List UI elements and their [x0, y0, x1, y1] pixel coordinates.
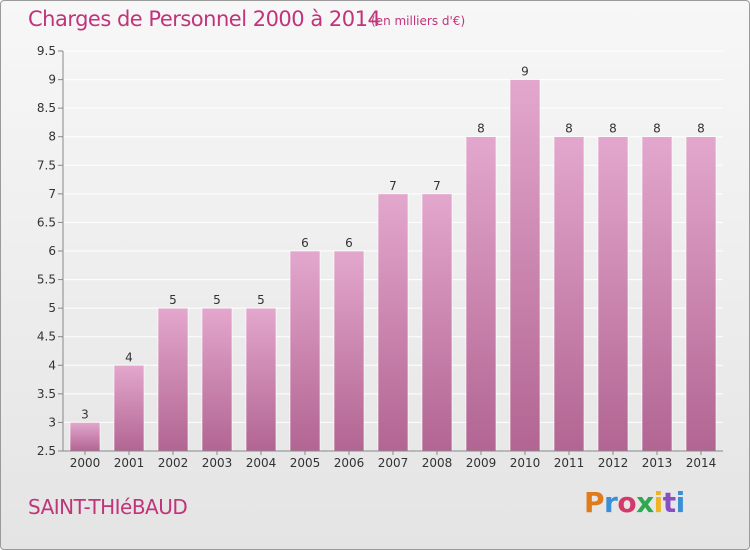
y-axis: 2.5 3 3.5 4 4.5 5 5.5 6 6.5 7 7.5 8 8.5 9 9.5	[37, 44, 64, 458]
data-label-2000: 3	[81, 407, 89, 421]
x-tick-label-2012: 2012	[598, 456, 629, 470]
data-label-2010: 9	[521, 65, 529, 79]
x-tick-label-2001: 2001	[114, 456, 145, 470]
bar-2002	[157, 307, 189, 452]
bar-2013	[641, 136, 673, 452]
y-tick-label: 9.5	[37, 44, 56, 58]
logo-letter: i	[675, 486, 686, 519]
proxiti-logo: Proxiti	[584, 486, 685, 519]
x-tick-label-2004: 2004	[246, 456, 277, 470]
data-label-2011: 8	[565, 122, 573, 136]
y-tick-label: 4	[48, 358, 56, 372]
data-label-2004: 5	[257, 293, 265, 307]
logo-letter: i	[653, 486, 664, 519]
data-label-2014: 8	[697, 122, 705, 136]
data-label-2006: 6	[345, 236, 353, 250]
bar-2000	[69, 422, 101, 452]
x-tick-label-2014: 2014	[686, 456, 717, 470]
y-tick-label: 3.5	[37, 387, 56, 401]
data-label-2001: 4	[125, 350, 133, 364]
y-tick-label: 3	[48, 415, 56, 429]
x-tick-label-2010: 2010	[510, 456, 541, 470]
y-tick-label: 8	[48, 130, 56, 144]
chart-title: Charges de Personnel 2000 à 2014	[28, 7, 381, 31]
logo-letter: r	[604, 486, 618, 519]
x-tick-label-2005: 2005	[290, 456, 321, 470]
commune-name: SAINT-THIéBAUD	[28, 495, 188, 519]
y-tick-label: 4.5	[37, 330, 56, 344]
bar-2006	[333, 250, 365, 452]
bar-2010	[509, 79, 541, 452]
data-label-2005: 6	[301, 236, 309, 250]
logo-letter: x	[636, 486, 654, 519]
y-tick-label: 2.5	[37, 444, 56, 458]
data-label-2002: 5	[169, 293, 177, 307]
y-tick-label: 7	[48, 187, 56, 201]
data-label-2013: 8	[653, 122, 661, 136]
bar-2014	[685, 136, 717, 452]
bar-2009	[465, 136, 497, 452]
bar-2012	[597, 136, 629, 452]
y-tick-label: 7.5	[37, 158, 56, 172]
y-tick-label: 9	[48, 73, 56, 87]
y-tick-label: 5	[48, 301, 56, 315]
y-tick-label: 5.5	[37, 273, 56, 287]
data-label-2007: 7	[389, 179, 397, 193]
y-tick-label: 6	[48, 244, 56, 258]
bar-2005	[289, 250, 321, 452]
x-tick-label-2003: 2003	[202, 456, 233, 470]
data-label-2012: 8	[609, 122, 617, 136]
bars: 3 4 5 5 5 6 6 7 7 8 9 8 8 8 8	[69, 65, 717, 452]
y-tick-label: 8.5	[37, 101, 56, 115]
bar-2004	[245, 307, 277, 452]
x-tick-label-2000: 2000	[70, 456, 101, 470]
x-tick-label-2008: 2008	[422, 456, 453, 470]
bar-2001	[113, 364, 145, 452]
data-label-2009: 8	[477, 122, 485, 136]
logo-letter: t	[662, 486, 676, 519]
bar-2011	[553, 136, 585, 452]
data-label-2003: 5	[213, 293, 221, 307]
x-tick-label-2007: 2007	[378, 456, 409, 470]
x-tick-label-2009: 2009	[466, 456, 497, 470]
logo-letter: P	[584, 486, 605, 519]
bar-2003	[201, 307, 233, 452]
logo-letter: o	[617, 486, 637, 519]
x-axis: 2000 2001 2002 2003 2004 2005 2006 2007 2008 2009…	[63, 450, 723, 470]
x-tick-label-2006: 2006	[334, 456, 365, 470]
x-tick-label-2011: 2011	[554, 456, 585, 470]
bar-2008	[421, 193, 453, 452]
bar-2007	[377, 193, 409, 452]
y-tick-label: 6.5	[37, 215, 56, 229]
x-tick-label-2013: 2013	[642, 456, 673, 470]
data-label-2008: 7	[433, 179, 441, 193]
chart-subtitle: (en milliers d'€)	[371, 14, 466, 28]
x-tick-label-2002: 2002	[158, 456, 189, 470]
